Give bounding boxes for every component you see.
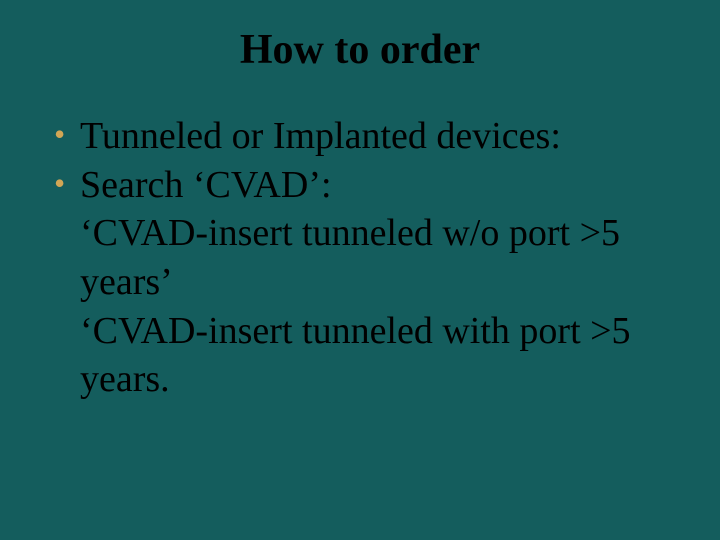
slide-title: How to order [40, 26, 680, 74]
bullet-item: Search ‘CVAD’: [50, 161, 680, 210]
bullet-text: Tunneled or Implanted devices: [80, 115, 561, 157]
bullet-item: Tunneled or Implanted devices: [50, 112, 680, 161]
slide: How to order Tunneled or Implanted devic… [0, 0, 720, 540]
continuation-line: ‘CVAD-insert tunneled w/o port >5 years’ [50, 209, 680, 306]
continuation-line: ‘CVAD-insert tunneled with port >5 years… [50, 307, 680, 404]
bullet-list: Tunneled or Implanted devices: Search ‘C… [40, 112, 680, 404]
bullet-text: Search ‘CVAD’: [80, 164, 332, 206]
